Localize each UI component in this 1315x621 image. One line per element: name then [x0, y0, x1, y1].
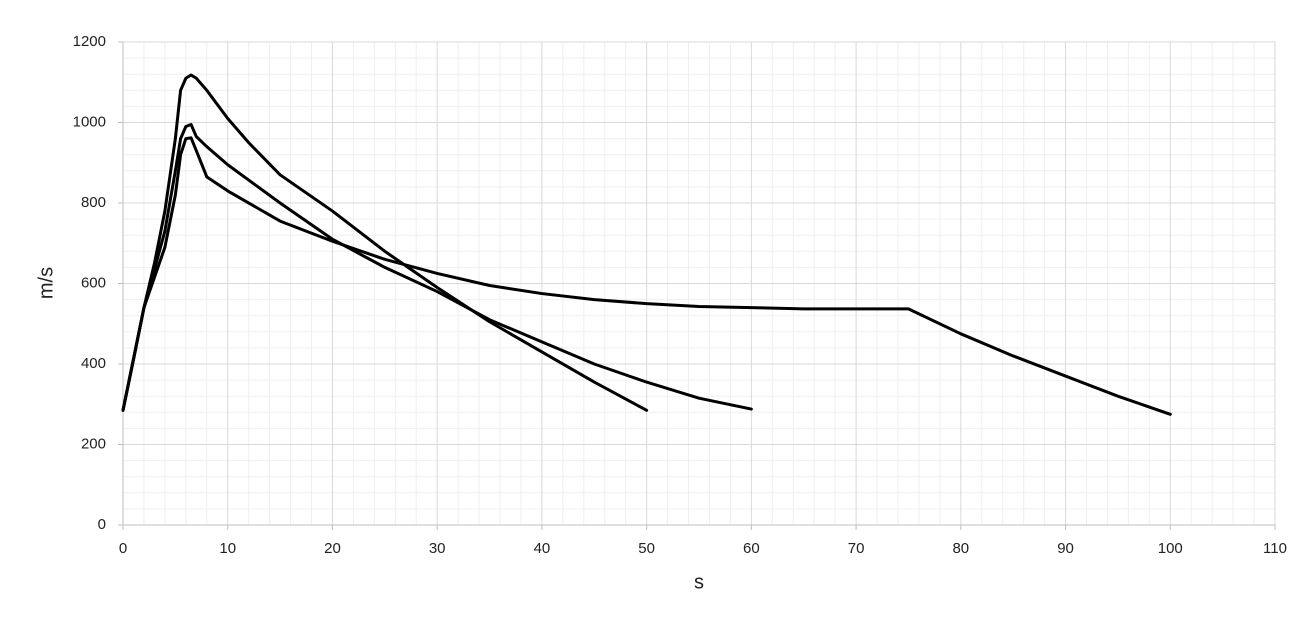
y-tick-label: 800	[81, 194, 106, 211]
series-line	[121, 136, 1172, 416]
x-tick-label: 60	[743, 540, 760, 557]
x-tick-label: 90	[1057, 540, 1074, 557]
x-tick-label: 40	[534, 540, 551, 557]
series-line	[121, 73, 649, 412]
x-tick-label: 0	[119, 540, 127, 557]
y-tick-label: 1200	[73, 33, 106, 50]
x-tick-label: 110	[1263, 540, 1287, 557]
series-line	[121, 123, 753, 412]
y-tick-label: 400	[81, 355, 106, 372]
x-tick-label: 10	[219, 540, 236, 557]
x-axis-title: s	[694, 571, 704, 593]
x-tick-label: 20	[324, 540, 341, 557]
y-tick-label: 1000	[73, 113, 106, 130]
x-tick-label: 70	[848, 540, 865, 557]
y-tick-label: 0	[98, 516, 106, 533]
y-tick-label: 200	[81, 435, 106, 452]
y-axis-title: m/s	[35, 267, 57, 299]
y-tick-label: 600	[81, 274, 106, 291]
x-tick-label: 100	[1158, 540, 1183, 557]
x-tick-label: 80	[952, 540, 969, 557]
grid	[122, 41, 1276, 526]
x-tick-label: 50	[638, 540, 655, 557]
x-tick-label: 30	[429, 540, 446, 557]
